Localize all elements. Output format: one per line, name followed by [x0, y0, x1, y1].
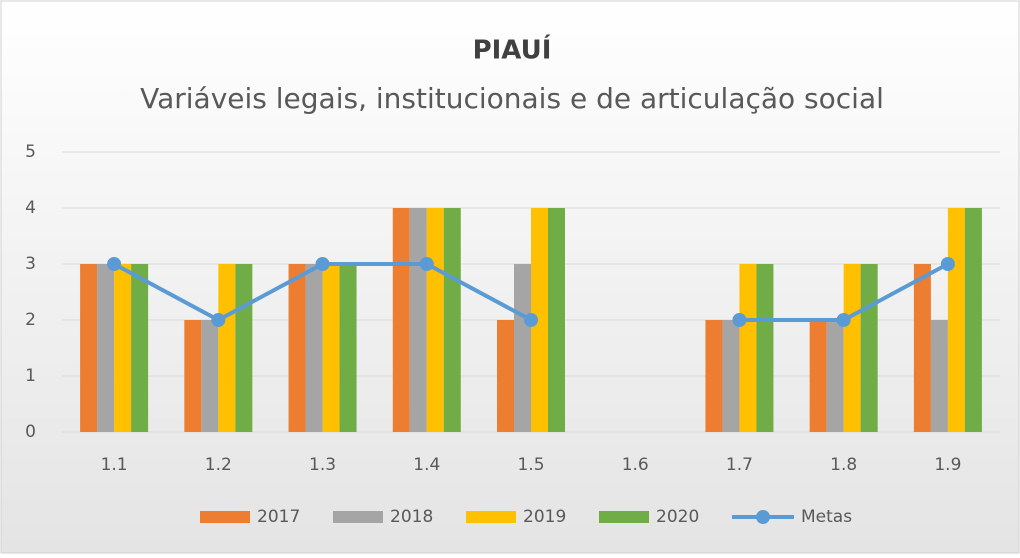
bar: [201, 320, 219, 432]
bar: [843, 264, 861, 432]
bar: [860, 264, 878, 432]
bar: [722, 320, 740, 432]
bar: [97, 264, 115, 432]
bar: [235, 264, 253, 432]
x-tick-label: 1.3: [309, 455, 336, 475]
x-tick-label: 1.5: [517, 455, 544, 475]
line-marker: [732, 313, 747, 327]
bar: [548, 208, 565, 432]
y-tick-label: 5: [25, 142, 36, 162]
bar: [705, 320, 723, 432]
chart-title: PIAUÍ: [473, 34, 552, 66]
legend-label: 2017: [257, 507, 300, 527]
legend-swatch: [599, 511, 649, 523]
legend-swatch: [200, 511, 250, 523]
bar: [339, 264, 357, 432]
y-tick-label: 2: [25, 310, 36, 330]
x-tick-label: 1.8: [830, 455, 857, 475]
bar: [288, 264, 306, 432]
bar: [443, 208, 461, 432]
legend-label: 2019: [523, 507, 566, 527]
x-tick-label: 1.9: [934, 455, 961, 475]
bar: [531, 208, 548, 432]
x-tick-label: 1.7: [726, 455, 753, 475]
bar: [930, 320, 948, 432]
line-marker: [940, 257, 955, 271]
y-tick-label: 3: [25, 254, 36, 274]
bar: [131, 264, 149, 432]
line-marker: [211, 313, 226, 327]
bar: [964, 208, 982, 432]
line-marker: [836, 313, 851, 327]
line-marker: [107, 257, 122, 271]
bar: [756, 264, 774, 432]
legend-marker: [756, 510, 770, 524]
x-tick-label: 1.6: [622, 455, 649, 475]
bar: [322, 264, 340, 432]
bar: [392, 208, 410, 432]
bar: [739, 264, 757, 432]
line-marker: [524, 313, 538, 327]
bar: [913, 264, 931, 432]
bar: [305, 264, 323, 432]
y-tick-label: 0: [25, 422, 36, 442]
x-tick-label: 1.2: [205, 455, 232, 475]
bar: [809, 320, 827, 432]
bar: [218, 264, 236, 432]
bar: [947, 208, 965, 432]
bar: [114, 264, 132, 432]
legend-swatch: [333, 511, 383, 523]
bar: [80, 264, 98, 432]
bar: [409, 208, 427, 432]
bar: [826, 320, 844, 432]
legend-label: Metas: [801, 507, 852, 527]
bar: [184, 320, 202, 432]
bar: [426, 208, 444, 432]
line-marker: [419, 257, 434, 271]
y-tick-label: 1: [25, 366, 36, 386]
legend-label: 2020: [656, 507, 699, 527]
legend-swatch: [466, 511, 516, 523]
bar: [514, 264, 531, 432]
bar: [497, 320, 514, 432]
y-tick-label: 4: [25, 198, 36, 218]
x-tick-label: 1.1: [101, 455, 128, 475]
line-marker: [315, 257, 330, 271]
legend-label: 2018: [390, 507, 433, 527]
chart-subtitle: Variáveis legais, institucionais e de ar…: [140, 82, 884, 115]
x-tick-label: 1.4: [413, 455, 440, 475]
